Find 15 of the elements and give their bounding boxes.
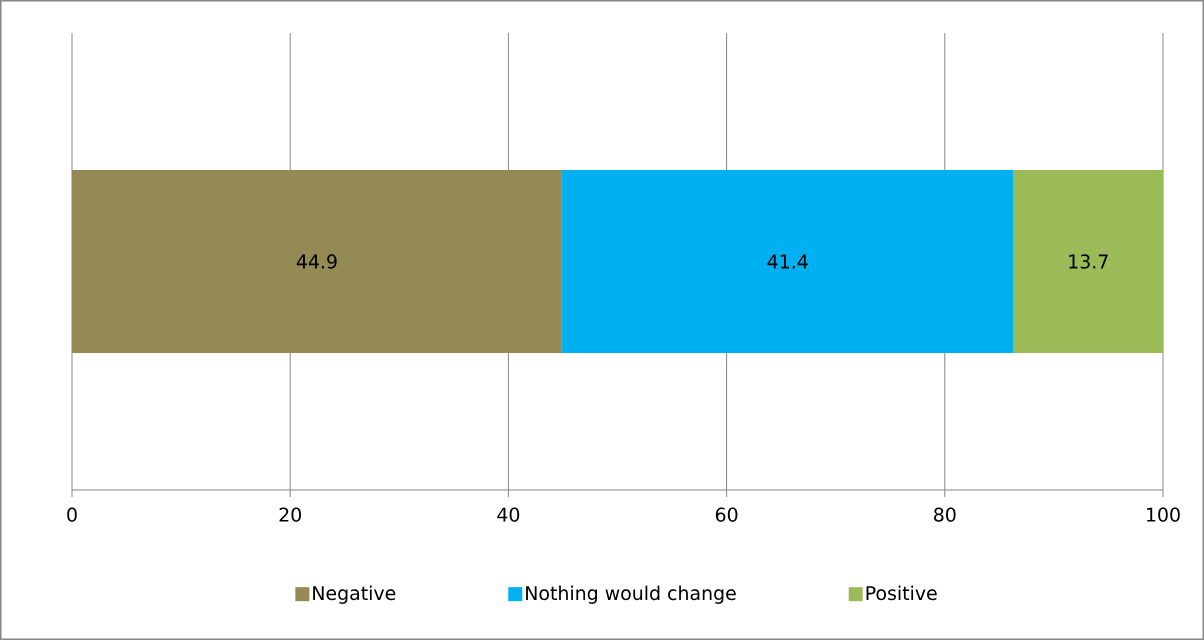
- bar: [561, 170, 1014, 353]
- bar: [1013, 170, 1163, 353]
- legend-label: Positive: [866, 585, 937, 601]
- legend-label: Nothing would change: [526, 585, 736, 604]
- x-tick-label: 100: [1147, 507, 1180, 522]
- x-tick-label: 0: [67, 507, 77, 522]
- x-tick-label: 80: [934, 507, 956, 522]
- bar: [72, 170, 562, 353]
- x-tick-label: 20: [279, 507, 301, 522]
- legend-label: Negative: [313, 585, 396, 604]
- data-label: 13.7: [1069, 254, 1108, 269]
- data-label: 44.9: [296, 254, 337, 269]
- x-tick-label: 40: [497, 507, 520, 522]
- data-label: 41.4: [767, 254, 808, 269]
- x-tick-label: 60: [715, 507, 738, 522]
